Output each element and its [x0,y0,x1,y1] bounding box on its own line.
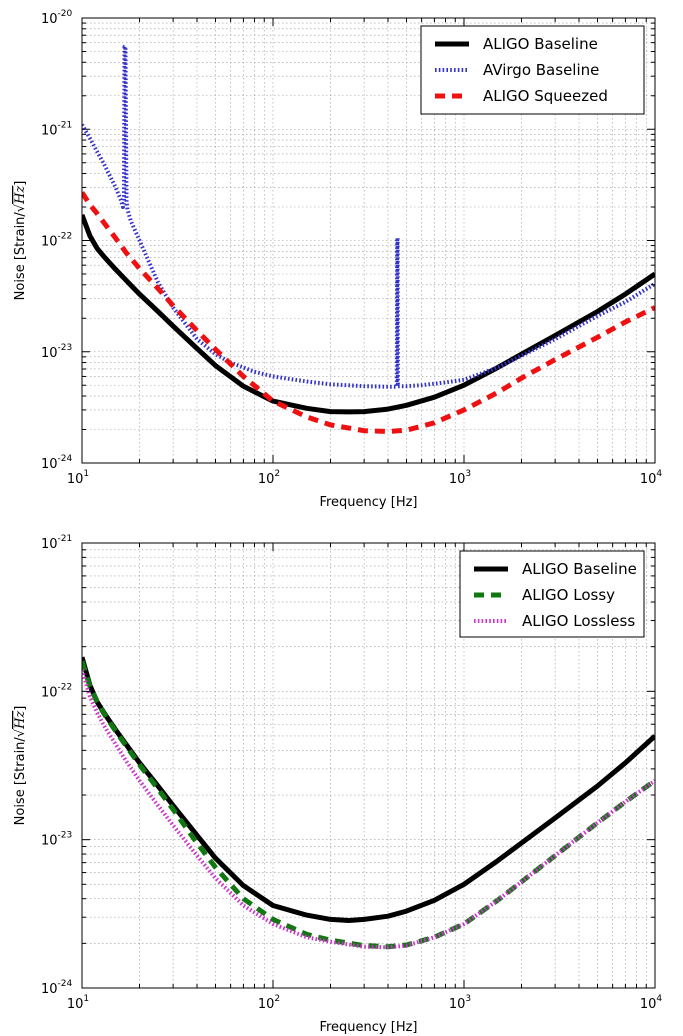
legend-label: ALIGO Squeezed [483,87,608,105]
legend: ALIGO Baseline AVirgo Baseline ALIGO Squee… [420,25,645,115]
series-line-avirgo-baseline [82,44,655,389]
legend-label: ALIGO Lossless [522,612,635,630]
chart-panel-1: 101 102 103 104 10-24 10-23 10-22 10-21 10-20 Fre… [13,9,662,510]
ticks [81,542,656,989]
y-tick-label: 10-22 [41,682,72,700]
x-tick-label: 102 [258,469,280,487]
series-line-aligo-lossy [82,660,655,950]
series-group [82,44,655,434]
legend-label: ALIGO Baseline [483,35,598,53]
plot-frame [81,542,656,989]
x-tick-label: 103 [449,469,471,487]
series-line-aligo-baseline [82,656,655,923]
chart-panel-2: 101 102 103 104 10-24 10-23 10-22 10-21 Frequenc… [13,534,662,1035]
y-axis-label: Noise [Strain/√Hz] [13,181,28,301]
x-tick-label: 102 [258,994,280,1012]
y-tick-label: 10-21 [41,534,72,552]
series-line-aligo-squeezed [82,191,655,434]
y-tick-label: 10-24 [41,979,73,997]
y-tick-label: 10-23 [41,343,72,361]
series-line-aligo-baseline [82,214,655,415]
legend-label: ALIGO Baseline [522,560,637,578]
x-axis-label: Frequency [Hz] [319,1020,417,1035]
y-tick-label: 10-24 [41,454,73,472]
legend-box [459,550,645,638]
y-tick-label: 10-22 [41,232,72,250]
ticks [81,17,656,464]
series-group [82,656,655,950]
y-tick-label: 10-20 [41,9,73,27]
legend: ALIGO Baseline ALIGO Lossy ALIGO Lossless [459,550,645,638]
x-tick-label: 103 [449,994,471,1012]
y-tick-label: 10-23 [41,831,72,849]
x-axis-label: Frequency [Hz] [319,495,417,510]
y-tick-label: 10-21 [41,120,72,138]
legend-label: ALIGO Lossy [522,586,615,604]
y-axis-label: Noise [Strain/√Hz] [13,706,28,826]
x-tick-label: 101 [67,994,89,1012]
x-tick-label: 104 [640,469,663,487]
legend-label: AVirgo Baseline [483,61,599,79]
x-tick-label: 104 [640,994,663,1012]
x-tick-label: 101 [67,469,89,487]
